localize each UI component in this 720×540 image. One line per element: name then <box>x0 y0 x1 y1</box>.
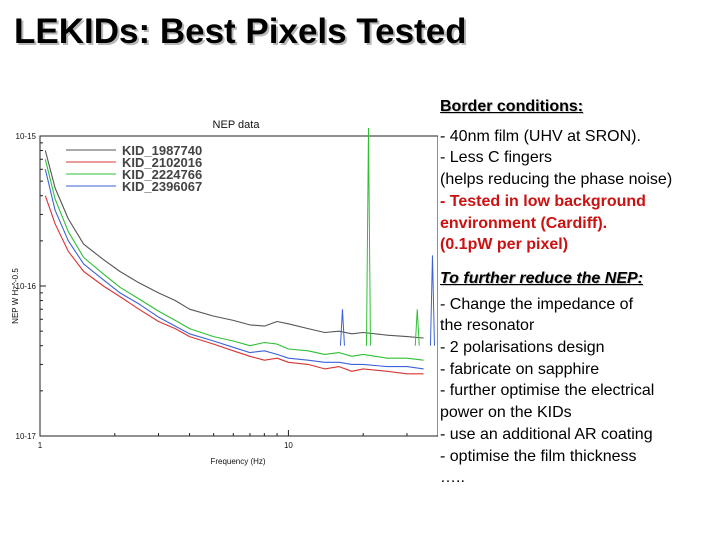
y-axis-label: NEP W Hz^-0.5 <box>11 268 20 324</box>
slide-title: LEKIDs: Best Pixels Tested <box>14 12 467 51</box>
series-layer <box>44 127 435 375</box>
reduce-line: the resonator <box>440 317 535 335</box>
reduce-line: - 2 polarisations design <box>440 339 605 357</box>
series-line-kid-1987740 <box>44 150 424 339</box>
legend-label: KID_2396067 <box>122 179 202 194</box>
reduce-nep-list: - Change the impedance of the resonator … <box>440 294 716 489</box>
border-conditions-heading: Border conditions: <box>440 98 584 115</box>
border-line: (helps reducing the phase noise) <box>440 171 673 189</box>
reduce-line: - Change the impedance of <box>440 295 634 313</box>
series-line-kid-2224766 <box>44 159 424 361</box>
y-tick-label: 10-16 <box>16 282 37 291</box>
border-line: - 40nm film (UHV at SRON). <box>440 127 641 145</box>
plot-frame <box>39 135 438 437</box>
noise-spike <box>339 309 345 346</box>
reduce-nep-heading: To further reduce the NEP: <box>440 269 643 287</box>
highlight-line: environment (Cardiff). <box>440 214 608 232</box>
reduce-line: - use an additional AR coating <box>440 425 653 443</box>
legend-label: KID_2224766 <box>122 167 202 182</box>
reduce-line: power on the KIDs <box>440 404 572 422</box>
legend-label: KID_1987740 <box>122 143 202 158</box>
y-tick-label: 10-17 <box>16 432 37 441</box>
series-line-kid-2102016 <box>44 195 424 375</box>
legend: KID_1987740KID_2102016KID_2224766KID_239… <box>66 143 202 194</box>
noise-spike <box>365 127 371 346</box>
x-tick-label: 1 <box>38 441 43 450</box>
border-conditions-list: - 40nm film (UHV at SRON). - Less C fing… <box>440 126 716 256</box>
x-axis-label: Frequency (Hz) <box>210 457 265 466</box>
border-line: - Less C fingers <box>440 149 553 167</box>
reduce-line: - optimise the film thickness <box>440 447 637 465</box>
text-panel: Border conditions: - 40nm film (UHV at S… <box>440 96 716 489</box>
reduce-line: - fabricate on sapphire <box>440 360 600 378</box>
highlight-line: - Tested in low background <box>440 192 646 210</box>
ticks-layer: 1 10 10-17 10-16 10-15 <box>16 132 438 450</box>
highlight-line: (0.1pW per pixel) <box>440 236 569 254</box>
y-tick-label: 10-15 <box>16 132 37 141</box>
x-tick-label: 10 <box>284 441 293 450</box>
noise-spike <box>414 309 420 346</box>
legend-label: KID_2102016 <box>122 155 202 170</box>
series-line-kid-2396067 <box>44 169 424 370</box>
reduce-line: - further optimise the electrical <box>440 382 655 400</box>
chart-title: NEP data <box>213 119 261 131</box>
noise-spike <box>429 255 435 346</box>
reduce-line: ….. <box>440 469 465 487</box>
